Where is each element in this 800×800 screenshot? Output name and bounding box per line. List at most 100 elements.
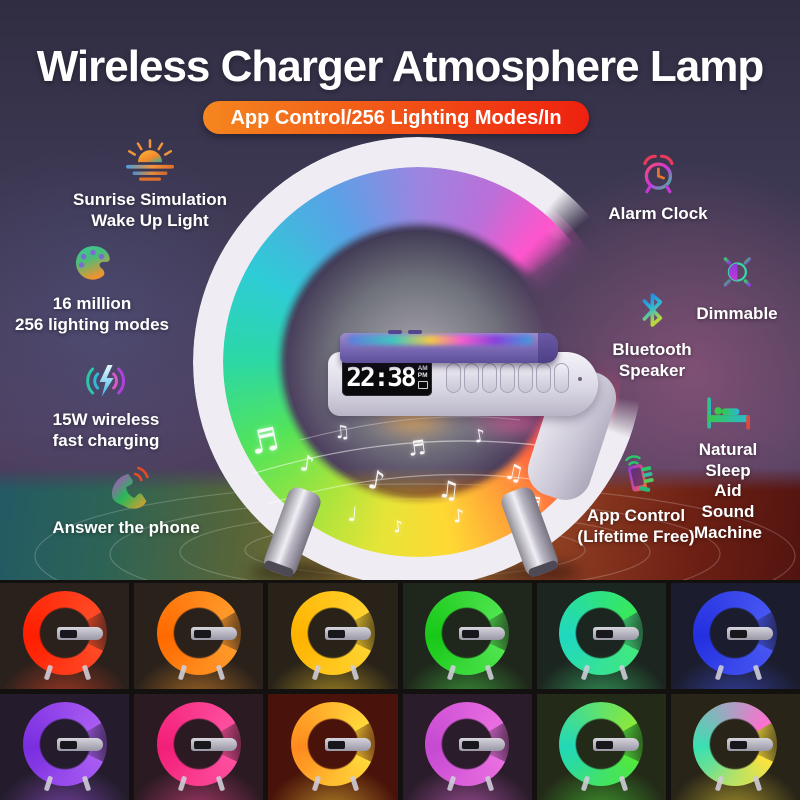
feature-sunrise: Sunrise Simulation Wake Up Light	[73, 136, 227, 231]
speaker-button	[464, 363, 479, 393]
variant-thumbnail-orange	[134, 583, 264, 689]
feature-label: Sunrise Simulation Wake Up Light	[73, 190, 227, 230]
variant-thumbnail-orchid	[402, 694, 532, 800]
mini-lamp-leg	[81, 664, 92, 681]
mini-lamp-leg	[618, 664, 628, 681]
variant-thumbnail-amber-on-red	[268, 694, 398, 800]
mini-lamp-arm	[56, 738, 103, 751]
variant-thumbnail-yellow	[268, 583, 398, 689]
feature-label: Bluetooth Speaker	[612, 340, 692, 380]
mini-lamp-arm	[190, 627, 237, 640]
variant-thumbnail-spring-teal	[536, 583, 666, 689]
alarm-indicator-icon	[417, 380, 428, 389]
mini-lamp-leg	[43, 664, 54, 681]
mini-lamp-leg	[312, 664, 322, 681]
am-pm-indicator: AM PM	[418, 366, 428, 389]
mic-hole	[578, 377, 582, 381]
feature-label: 15W wireless fast charging	[52, 410, 160, 450]
speaker-button	[500, 363, 515, 393]
variant-thumbnail-green	[402, 583, 532, 689]
feature-label: Answer the phone	[52, 518, 200, 537]
mini-clock-display	[327, 629, 345, 638]
feature-lighting-modes: 16 million 256 lighting modes	[15, 242, 169, 335]
mini-lamp-arm	[324, 738, 371, 751]
speaker-button	[482, 363, 497, 393]
mini-lamp-arm	[459, 627, 506, 640]
feature-fast-charging: 15W wireless fast charging	[52, 358, 160, 451]
mini-clock-display	[596, 629, 614, 638]
clock-time: 22:38	[346, 362, 416, 393]
variant-thumbnail-rainbow	[670, 694, 800, 800]
mini-clock-display	[462, 740, 480, 749]
feature-label: Natural Sleep Aid Sound Machine	[693, 440, 763, 542]
feature-label: Dimmable	[696, 304, 778, 323]
feature-label: 16 million 256 lighting modes	[15, 294, 169, 334]
mini-lamp-leg	[580, 775, 590, 792]
feature-label: Alarm Clock	[608, 204, 708, 223]
mini-lamp-arm	[190, 738, 237, 751]
mini-clock-display	[462, 629, 480, 638]
mini-lamp-leg	[580, 664, 590, 681]
sleep-aid-icon	[707, 397, 751, 430]
variant-thumbnail-red	[0, 583, 130, 689]
mini-lamp-arm	[56, 627, 103, 640]
sunrise-icon	[125, 139, 174, 181]
mini-lamp-leg	[350, 664, 360, 681]
feature-dimmable: Dimmable	[696, 246, 778, 325]
phone-call-icon	[111, 466, 149, 509]
mini-lamp-leg	[484, 775, 494, 792]
mini-lamp-leg	[350, 775, 360, 792]
variant-thumbnail-pink	[134, 694, 264, 800]
speaker-button	[446, 363, 461, 393]
charging-phone	[340, 330, 558, 363]
feature-label: App Control (Lifetime Free)	[577, 506, 695, 546]
speaker-button	[518, 363, 533, 393]
phone-camera-end	[538, 333, 558, 363]
phone-volume-button	[408, 330, 422, 334]
feature-answer-phone: Answer the phone	[52, 464, 200, 539]
page-title: Wireless Charger Atmosphere Lamp	[36, 42, 764, 91]
mini-lamp-arm	[727, 627, 774, 640]
palette-icon	[75, 246, 110, 280]
variant-thumbnail-violet	[0, 694, 130, 800]
mini-lamp-leg	[752, 664, 763, 681]
mini-lamp-arm	[727, 738, 774, 751]
variant-thumbnail-lime-cyan	[536, 694, 666, 800]
mini-lamp-leg	[446, 664, 456, 681]
feature-sleep-aid: Natural Sleep Aid Sound Machine	[692, 392, 764, 544]
bluetooth-icon	[642, 293, 662, 327]
mini-lamp-leg	[215, 775, 226, 792]
mini-lamp-leg	[312, 775, 322, 792]
mini-lamp-arm	[593, 627, 640, 640]
mini-lamp-leg	[215, 664, 226, 681]
mini-clock-display	[730, 740, 748, 749]
mini-lamp-leg	[618, 775, 628, 792]
clock-display: 22:38 AM PM	[342, 359, 432, 396]
mini-lamp-arm	[459, 738, 506, 751]
mini-clock-display	[59, 629, 77, 638]
mini-clock-display	[327, 740, 345, 749]
app-control-icon	[624, 455, 654, 492]
mini-lamp-arm	[593, 738, 640, 751]
variant-thumbnail-blue	[670, 583, 800, 689]
speaker-buttons	[446, 363, 569, 393]
speaker-button	[536, 363, 551, 393]
speaker-button	[554, 363, 569, 393]
mini-clock-display	[59, 740, 77, 749]
mini-clock-display	[596, 740, 614, 749]
wireless-charge-icon	[86, 365, 126, 397]
mini-lamp-leg	[43, 775, 54, 792]
am-label: AM	[417, 365, 428, 373]
mini-clock-display	[193, 629, 211, 638]
mini-lamp-leg	[446, 775, 456, 792]
pm-label: PM	[417, 371, 428, 379]
dimmable-icon	[717, 252, 757, 292]
phone-screen-reflection	[348, 335, 532, 345]
mini-lamp-arm	[324, 627, 371, 640]
mini-lamp-leg	[81, 775, 92, 792]
alarm-clock-icon	[642, 154, 674, 194]
mini-lamp-leg	[714, 775, 725, 792]
mini-lamp-leg	[177, 775, 188, 792]
phone-volume-button	[388, 330, 402, 334]
